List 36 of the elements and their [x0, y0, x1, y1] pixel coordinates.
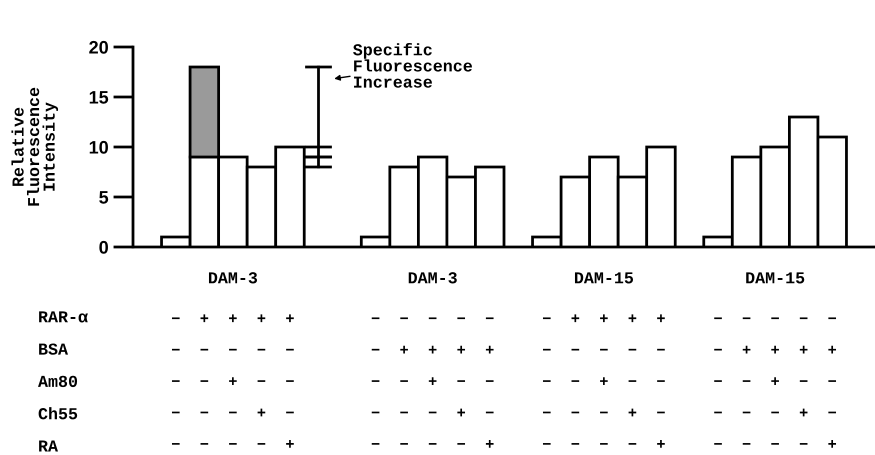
category-label: − + − + −: [800, 317, 808, 445]
category-label: − − − − −: [372, 317, 380, 445]
category-label: − − − − −: [172, 317, 180, 445]
category-label: + − − − +: [286, 314, 294, 448]
text: Am80: [38, 376, 78, 388]
category-label: − + + − −: [428, 317, 436, 445]
category-label: − + − − +: [828, 317, 836, 448]
category-label: − + − − +: [486, 317, 494, 448]
text: RA: [39, 440, 58, 452]
text: Ch55: [38, 407, 78, 420]
text: BSA: [39, 343, 68, 355]
category-label: − + − − −: [400, 317, 408, 445]
annotation: Specific Fluorescence Increase: [353, 42, 472, 88]
category-label: + − + − −: [229, 314, 237, 445]
y-tick-label: 15: [90, 91, 108, 104]
text: RAR-α: [39, 311, 88, 322]
category-label: + − − + −: [628, 314, 636, 445]
category-label: + − − − −: [200, 314, 208, 445]
text: DAM-15: [574, 272, 634, 284]
y-axis-title: Relative Fluorescence Intensity: [11, 88, 58, 206]
category-label: − + − + −: [457, 317, 466, 445]
text: DAM-3: [208, 272, 258, 284]
y-tick-label: 20: [89, 40, 108, 54]
y-tick-label: 10: [90, 140, 108, 154]
category-label: + − − − −: [572, 314, 580, 445]
category-label: − − − − −: [542, 317, 551, 445]
y-tick-label: 5: [99, 191, 108, 204]
text: DAM-15: [746, 272, 804, 284]
category-label: + − − + −: [258, 314, 266, 445]
category-label: − + + − −: [771, 317, 779, 445]
category-label: − + − − −: [742, 317, 750, 445]
category-label: + − − − +: [657, 314, 665, 448]
category-label: − − − − −: [714, 317, 722, 445]
category-label: + − + − −: [600, 314, 608, 445]
y-tick-label: 0: [99, 240, 108, 254]
text: DAM-3: [408, 272, 457, 284]
